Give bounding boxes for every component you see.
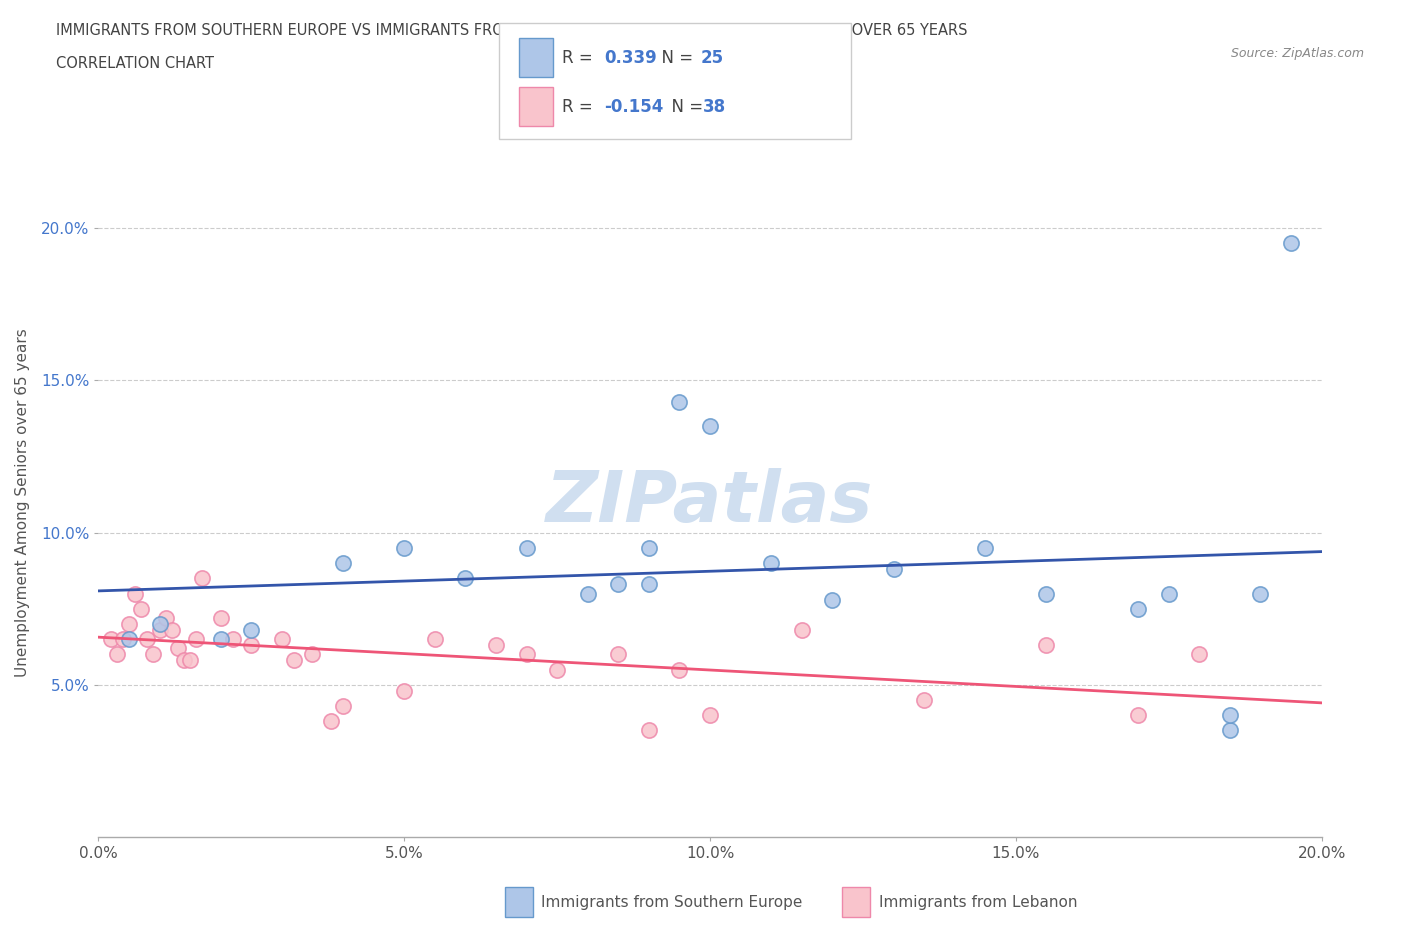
- Text: Immigrants from Southern Europe: Immigrants from Southern Europe: [541, 895, 803, 910]
- Point: [699, 418, 721, 433]
- Text: Immigrants from Lebanon: Immigrants from Lebanon: [879, 895, 1077, 910]
- Text: N =: N =: [661, 98, 709, 116]
- Text: 25: 25: [700, 48, 723, 67]
- Point: [1035, 586, 1057, 601]
- Point: [668, 394, 690, 409]
- Point: [392, 540, 416, 555]
- Point: [516, 647, 538, 662]
- Point: [319, 714, 342, 729]
- Point: [209, 631, 232, 646]
- Text: N =: N =: [651, 48, 699, 67]
- Text: R =: R =: [562, 98, 599, 116]
- Point: [155, 610, 177, 625]
- Point: [576, 586, 599, 601]
- Text: Source: ZipAtlas.com: Source: ZipAtlas.com: [1230, 46, 1364, 60]
- Point: [1188, 647, 1211, 662]
- Point: [1249, 586, 1271, 601]
- Point: [607, 577, 630, 591]
- Point: [516, 540, 538, 555]
- Text: 38: 38: [703, 98, 725, 116]
- Point: [240, 638, 263, 653]
- Point: [222, 631, 245, 646]
- Point: [209, 610, 232, 625]
- Point: [118, 631, 141, 646]
- Point: [637, 577, 661, 591]
- Point: [1279, 236, 1302, 251]
- Point: [160, 622, 183, 637]
- Point: [546, 662, 568, 677]
- Point: [974, 540, 997, 555]
- Point: [637, 540, 661, 555]
- Text: IMMIGRANTS FROM SOUTHERN EUROPE VS IMMIGRANTS FROM LEBANON UNEMPLOYMENT AMONG SE: IMMIGRANTS FROM SOUTHERN EUROPE VS IMMIG…: [56, 23, 967, 38]
- Point: [173, 653, 195, 668]
- Point: [270, 631, 292, 646]
- Point: [1035, 638, 1057, 653]
- Point: [454, 571, 477, 586]
- Point: [136, 631, 159, 646]
- Y-axis label: Unemployment Among Seniors over 65 years: Unemployment Among Seniors over 65 years: [15, 328, 30, 677]
- Point: [883, 562, 905, 577]
- Point: [1128, 602, 1150, 617]
- Point: [332, 555, 354, 570]
- Point: [301, 647, 323, 662]
- Point: [912, 693, 935, 708]
- Text: CORRELATION CHART: CORRELATION CHART: [56, 56, 214, 71]
- Point: [179, 653, 201, 668]
- Point: [118, 617, 141, 631]
- Point: [105, 647, 128, 662]
- Point: [423, 631, 446, 646]
- Point: [1128, 708, 1150, 723]
- Text: 0.339: 0.339: [605, 48, 658, 67]
- Point: [392, 684, 416, 698]
- Point: [1219, 708, 1241, 723]
- Point: [699, 708, 721, 723]
- Point: [1157, 586, 1180, 601]
- Text: R =: R =: [562, 48, 599, 67]
- Point: [167, 641, 190, 656]
- Point: [821, 592, 844, 607]
- Point: [149, 622, 172, 637]
- Point: [149, 617, 172, 631]
- Point: [1219, 723, 1241, 737]
- Point: [111, 631, 134, 646]
- Point: [759, 555, 782, 570]
- Point: [129, 602, 152, 617]
- Text: -0.154: -0.154: [605, 98, 664, 116]
- Point: [191, 571, 214, 586]
- Point: [668, 662, 690, 677]
- Point: [240, 622, 263, 637]
- Point: [100, 631, 122, 646]
- Point: [186, 631, 208, 646]
- Point: [332, 698, 354, 713]
- Point: [790, 622, 813, 637]
- Point: [637, 723, 661, 737]
- Point: [283, 653, 305, 668]
- Point: [607, 647, 630, 662]
- Point: [124, 586, 146, 601]
- Point: [485, 638, 508, 653]
- Text: ZIPatlas: ZIPatlas: [547, 468, 873, 537]
- Point: [142, 647, 165, 662]
